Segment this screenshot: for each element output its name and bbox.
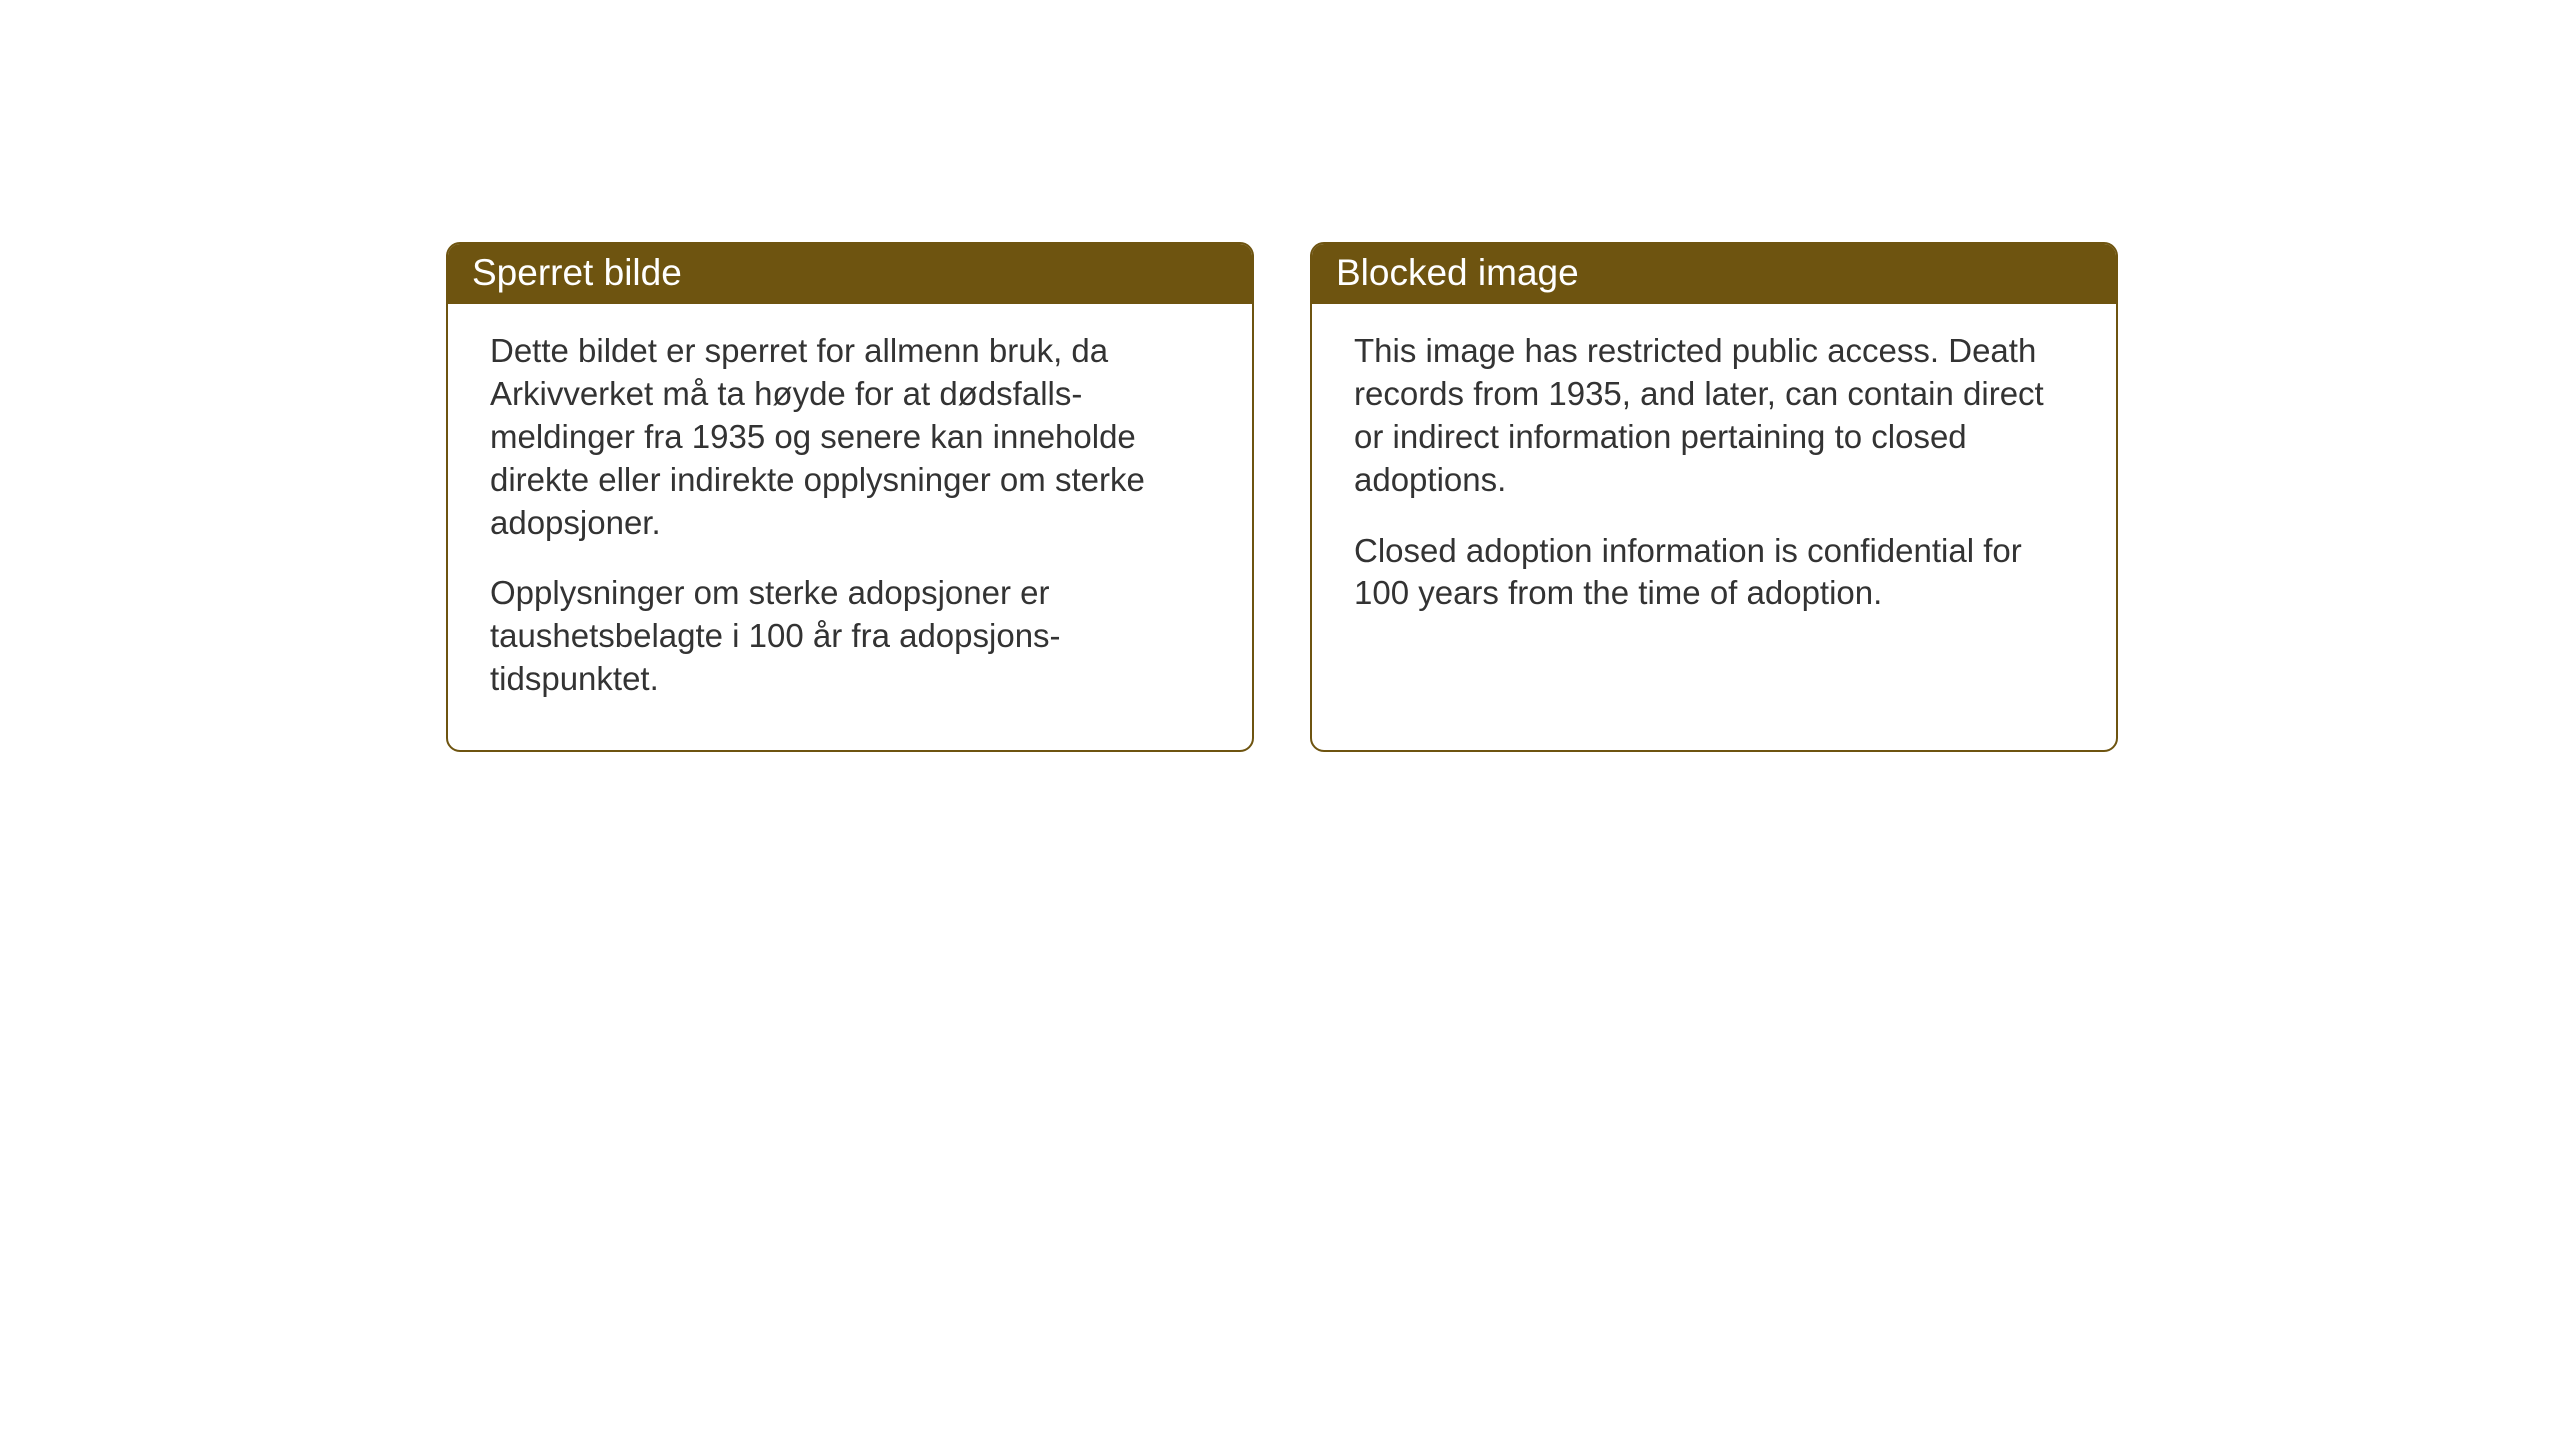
norwegian-paragraph-1: Dette bildet er sperret for allmenn bruk…	[490, 330, 1210, 544]
english-card-body: This image has restricted public access.…	[1312, 304, 2116, 647]
english-notice-card: Blocked image This image has restricted …	[1310, 242, 2118, 752]
english-paragraph-2: Closed adoption information is confident…	[1354, 530, 2074, 616]
english-paragraph-1: This image has restricted public access.…	[1354, 330, 2074, 502]
norwegian-paragraph-2: Opplysninger om sterke adopsjoner er tau…	[490, 572, 1210, 701]
norwegian-notice-card: Sperret bilde Dette bildet er sperret fo…	[446, 242, 1254, 752]
english-card-title: Blocked image	[1312, 244, 2116, 304]
norwegian-card-title: Sperret bilde	[448, 244, 1252, 304]
notice-cards-container: Sperret bilde Dette bildet er sperret fo…	[446, 242, 2118, 752]
norwegian-card-body: Dette bildet er sperret for allmenn bruk…	[448, 304, 1252, 733]
